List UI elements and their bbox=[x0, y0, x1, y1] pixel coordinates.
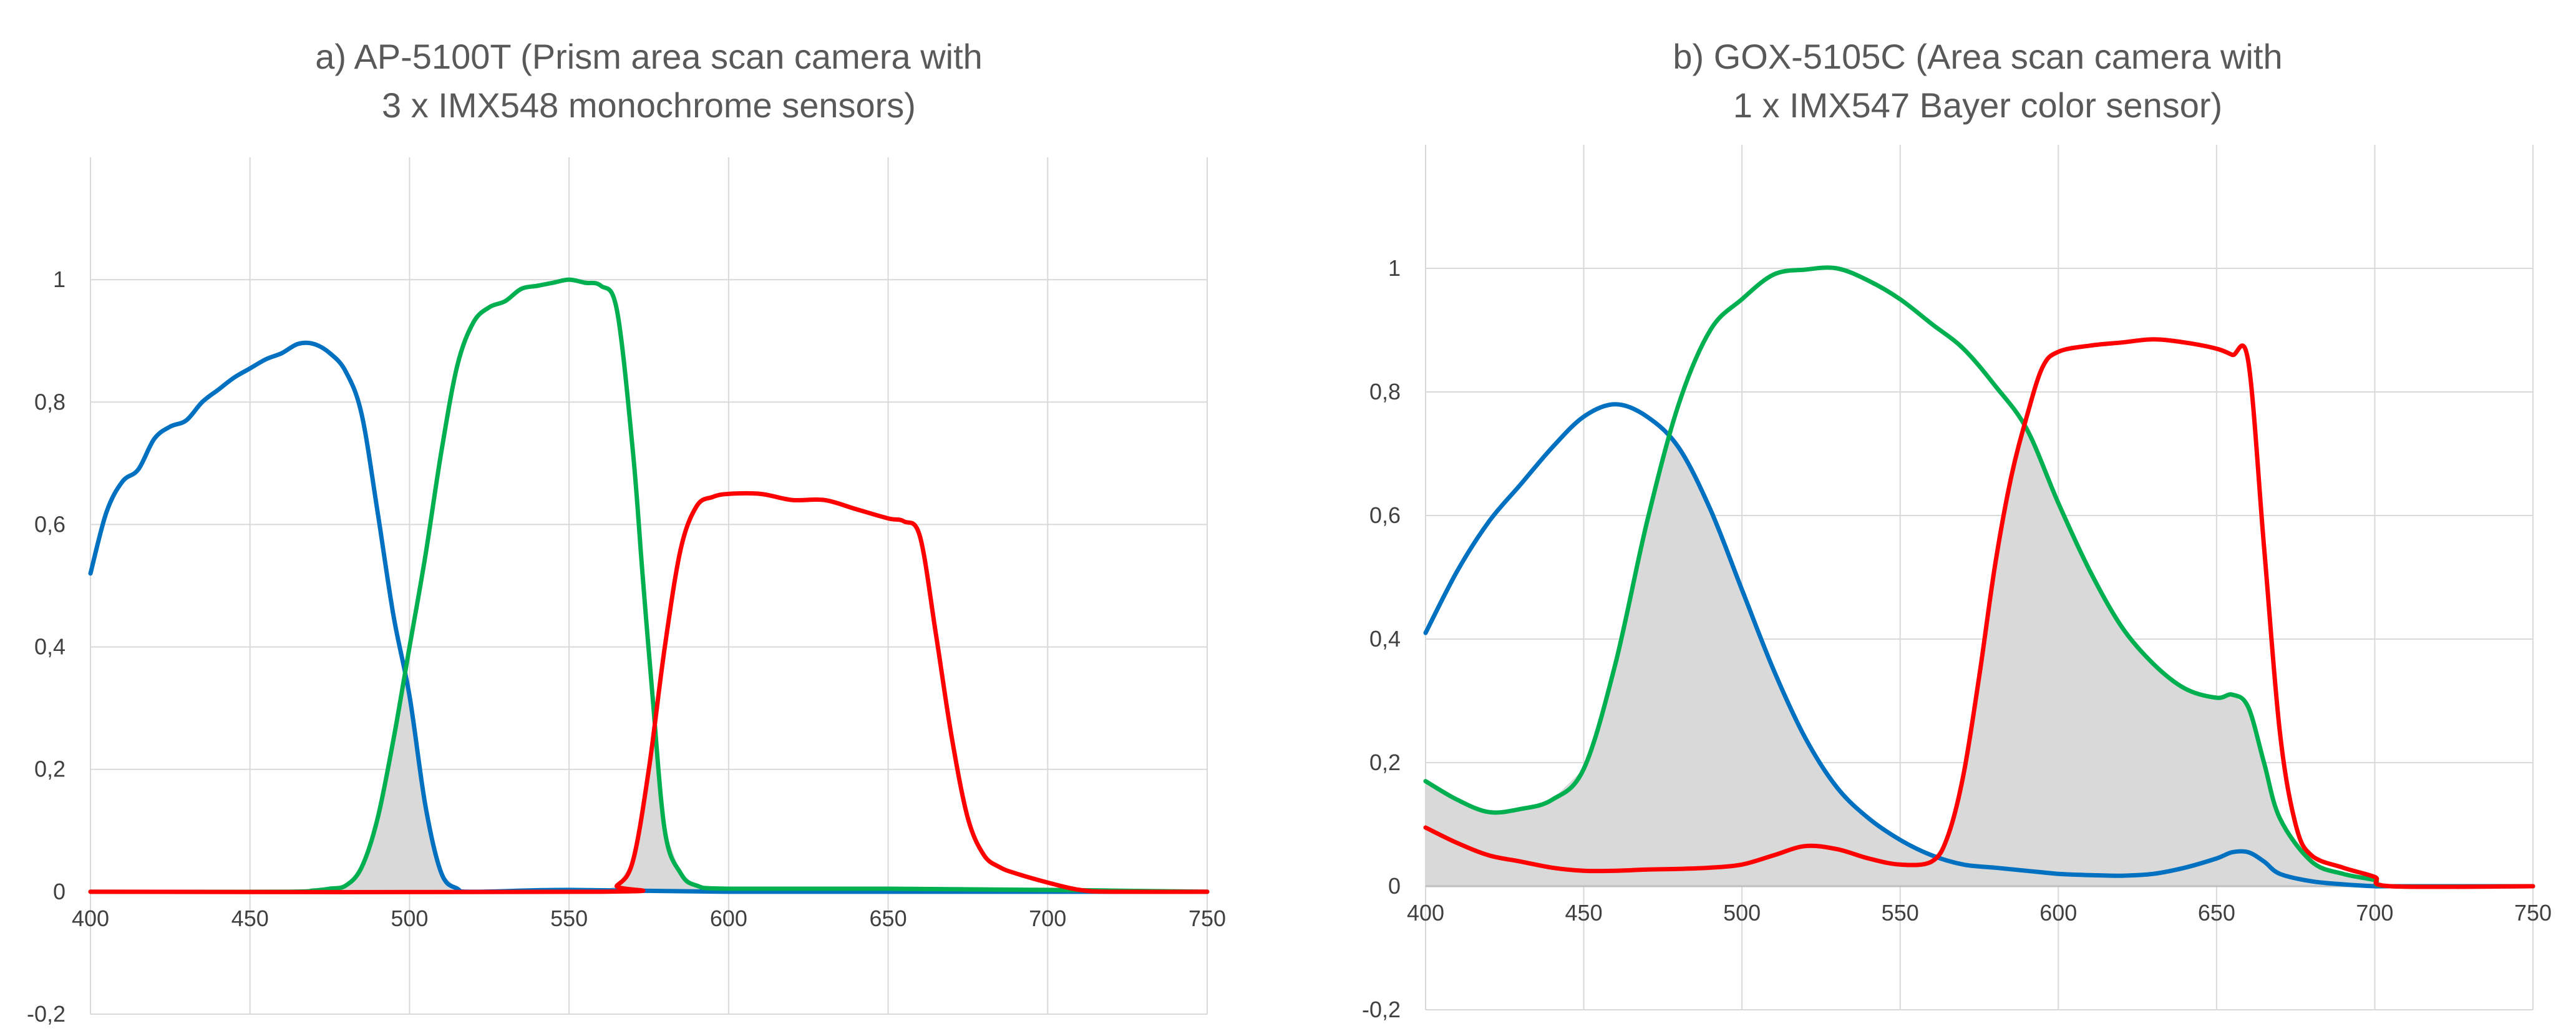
chart-b-ytick-label: -0,2 bbox=[1362, 997, 1401, 1022]
chart-b-ytick-label: 0,8 bbox=[1369, 379, 1401, 404]
chart-a-title-line-2: 3 x IMX548 monochrome sensors) bbox=[382, 86, 916, 125]
chart-a-ytick-label: -0,2 bbox=[27, 1001, 66, 1027]
chart-a-ytick-label: 0,6 bbox=[34, 511, 66, 537]
chart-a-ytick-label: 0,8 bbox=[34, 389, 66, 414]
chart-b-xtick-label: 750 bbox=[2514, 900, 2552, 926]
chart-b-overlap-area bbox=[1426, 429, 2533, 886]
chart-a: 400 450 500 550 600 650 700 750 -0,2 0 0,2 0,4 0,6 0,… bbox=[27, 157, 1226, 1027]
chart-a-title-line-1: a) AP-5100T (Prism area scan camera with bbox=[315, 37, 983, 76]
chart-a-xtick-label: 450 bbox=[231, 906, 269, 931]
chart-b-xtick-label: 450 bbox=[1565, 900, 1603, 926]
chart-a-xtick-label: 700 bbox=[1029, 906, 1066, 931]
chart-b-xtick-label: 550 bbox=[1882, 900, 1919, 926]
chart-b-ytick-label: 0,4 bbox=[1369, 626, 1401, 652]
chart-a-ytick-label: 1 bbox=[53, 266, 66, 292]
chart-b-xtick-label: 400 bbox=[1407, 900, 1444, 926]
chart-a-series-green bbox=[88, 277, 1210, 894]
chart-b-ytick-label: 1 bbox=[1388, 255, 1401, 281]
chart-a-series-red bbox=[88, 491, 1210, 895]
chart-a-ytick-label: 0 bbox=[53, 879, 66, 904]
chart-b-series-red bbox=[1423, 337, 2535, 889]
chart-b-xtick-label: 700 bbox=[2356, 900, 2393, 926]
chart-a-xtick-label: 650 bbox=[870, 906, 907, 931]
chart-a-ytick-label: 0,4 bbox=[34, 634, 66, 660]
chart-b-title-line-1: b) GOX-5105C (Area scan camera with bbox=[1673, 37, 2283, 76]
chart-b-xtick-label: 600 bbox=[2039, 900, 2077, 926]
chart-b-title-line-2: 1 x IMX547 Bayer color sensor) bbox=[1733, 86, 2223, 125]
chart-b-ytick-label: 0 bbox=[1388, 873, 1401, 899]
chart-a-title: a) AP-5100T (Prism area scan camera with… bbox=[87, 32, 1210, 130]
chart-b: 400 450 500 550 600 650 700 750 -0,2 0 0,2 0,4 0,6 0,… bbox=[1362, 145, 2552, 1022]
chart-b-xtick-label: 650 bbox=[2198, 900, 2235, 926]
chart-a-xtick-label: 750 bbox=[1188, 906, 1226, 931]
chart-a-xtick-label: 600 bbox=[710, 906, 747, 931]
chart-a-series-blue bbox=[88, 340, 1210, 894]
chart-b-title: b) GOX-5105C (Area scan camera with 1 x … bbox=[1416, 32, 2539, 130]
chart-a-xtick-label: 500 bbox=[391, 906, 428, 931]
chart-a-xtick-label: 400 bbox=[72, 906, 109, 931]
chart-a-ytick-label: 0,2 bbox=[34, 756, 66, 782]
chart-b-ytick-label: 0,2 bbox=[1369, 750, 1401, 775]
chart-a-xtick-label: 550 bbox=[550, 906, 588, 931]
chart-b-series-green bbox=[1423, 265, 2535, 889]
chart-b-xtick-label: 500 bbox=[1723, 900, 1761, 926]
chart-a-overlap-area bbox=[90, 680, 1207, 892]
chart-b-ytick-label: 0,6 bbox=[1369, 502, 1401, 528]
